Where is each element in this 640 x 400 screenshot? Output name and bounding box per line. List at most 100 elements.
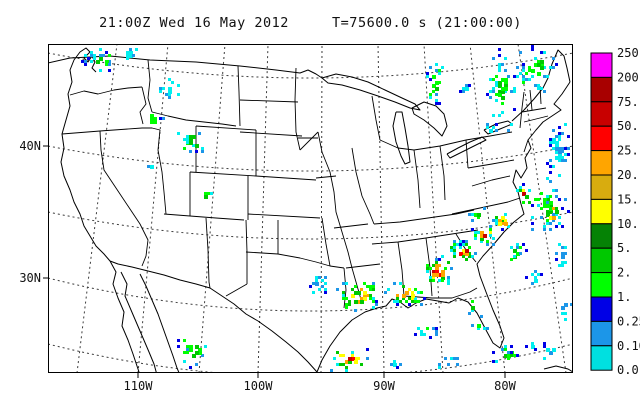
precip-cell [444,357,447,360]
precip-cell [447,363,450,366]
precip-cell [522,81,525,84]
x-axis-tick-label: 80W [494,379,516,393]
precip-cell [486,327,489,330]
precip-cell [201,150,204,153]
precip-cell [489,234,492,237]
precip-cell [474,234,477,237]
precip-cell [531,222,534,225]
precip-cell [96,60,100,64]
precip-cell [360,363,363,366]
state-border [345,263,381,269]
state-border [317,131,363,305]
state-border [351,147,375,225]
precip-cell [438,258,441,261]
precip-cell [177,339,180,342]
precip-cell [513,354,516,357]
precip-cell [309,285,312,288]
precip-cell [474,252,477,255]
precip-cell [558,153,562,157]
precip-cell [393,300,396,303]
precip-cell [435,69,438,72]
precip-cell [186,138,189,141]
precip-cell [108,63,111,66]
precip-cell [456,363,459,366]
precip-cell [396,303,399,306]
precip-cell [516,252,520,256]
precip-cell [504,90,507,93]
state-border [439,145,446,201]
state-border [371,95,381,141]
precip-cell [324,282,327,285]
precip-cell [495,75,498,78]
precip-cell [402,297,405,300]
precipitation-field [81,45,573,372]
precip-cell [360,288,363,291]
precip-cell [501,96,505,100]
state-border [333,223,369,229]
precip-cell [561,252,565,256]
precip-cell [150,114,154,118]
precip-cell [105,60,109,64]
precip-cell [546,210,550,214]
state-border [205,217,211,289]
precip-cell [441,255,444,258]
precip-cell [426,270,429,273]
precip-cell [363,282,366,285]
x-axis-tick-label: 100W [244,379,274,393]
precip-cell [507,225,510,228]
precip-cell [504,84,508,88]
precip-cell [426,75,429,78]
precip-cell [489,228,492,231]
plot-title: 21:00Z Wed 16 May 2012 T=75600.0 s (21:0… [99,15,522,31]
precip-cell [549,210,553,214]
precip-cell [366,294,369,297]
precip-cell [453,240,456,243]
precip-cell [177,132,180,135]
precip-cell [369,285,372,288]
coastline [316,81,571,373]
state-border [379,139,467,151]
precip-cell [549,204,553,208]
precip-cell [489,225,492,228]
precip-cell [399,300,402,303]
precip-cell [369,294,372,297]
precip-cell [345,282,348,285]
precip-cell [522,192,526,196]
precip-cell [492,78,495,81]
precip-cell [429,267,432,270]
precip-cell [543,75,546,78]
state-border [239,131,303,137]
precip-cell [438,264,441,267]
precip-cell [432,264,435,267]
precip-cell [468,312,471,315]
precip-cell [339,354,342,357]
precip-cell [486,93,489,96]
precip-cell [489,129,493,133]
precip-cell [435,330,438,333]
state-border [163,213,245,221]
precip-cell [162,87,165,90]
precip-cell [525,195,529,199]
precip-cell [426,72,429,75]
precip-cell [336,363,339,366]
state-border [299,131,319,151]
state-border [255,175,317,181]
precip-cell [564,153,567,156]
colorbar-value-label: 1. [617,290,631,304]
precip-cell [363,297,367,301]
precip-cell [507,357,510,360]
precip-cell [186,345,189,348]
precip-cell [168,87,172,91]
precip-cell [519,51,522,54]
precip-cell [555,141,559,145]
precip-cell [396,300,399,303]
precip-cell [441,66,444,69]
precip-cell [318,288,321,291]
precip-cell [498,48,501,51]
precip-cell [420,330,423,333]
precip-cell [429,276,432,279]
precip-cell [504,81,508,85]
precip-cell [183,360,186,363]
state-border [189,171,257,177]
precip-cell [366,285,369,288]
